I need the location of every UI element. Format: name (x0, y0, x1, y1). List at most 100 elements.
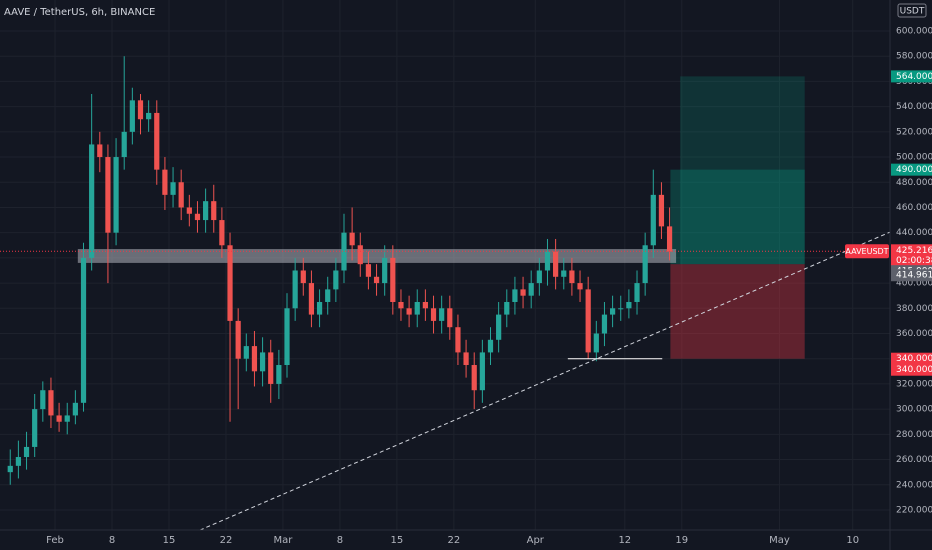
candle-body (479, 352, 485, 391)
candle-body (64, 415, 70, 422)
candle-body (137, 100, 144, 120)
candle-body (634, 283, 640, 302)
candle-body (447, 308, 453, 328)
candle-body (463, 352, 469, 366)
candle-body (439, 308, 445, 321)
last-price-tag (891, 244, 932, 267)
price-tag (891, 352, 932, 365)
candle-body (40, 390, 46, 410)
candle-body (626, 301, 632, 309)
trendline (199, 231, 891, 531)
y-tick-label: 600.000 (896, 27, 932, 37)
candle-body (658, 194, 665, 227)
candle-body (72, 402, 78, 416)
candle-body (496, 314, 502, 340)
candle-body (325, 289, 331, 302)
candle-body (292, 270, 298, 309)
candle-body (15, 457, 22, 466)
y-tick-label: 480.000 (896, 178, 932, 188)
candle-body (211, 201, 217, 221)
candle-body (48, 390, 54, 416)
candle-body (251, 346, 258, 372)
candle-body (203, 201, 209, 221)
candle-body (227, 245, 233, 321)
candle-body (585, 289, 591, 353)
support-zone (77, 249, 677, 263)
candle-body (553, 251, 559, 277)
candle-body (642, 245, 648, 284)
candle-body (373, 276, 380, 284)
candle-body (577, 283, 583, 290)
candle-body (259, 352, 266, 372)
currency-label[interactable]: USDT (900, 7, 925, 17)
candle-body (129, 100, 135, 132)
candle-body (593, 333, 599, 353)
candle-body (544, 251, 551, 271)
candle-body (89, 144, 95, 258)
x-tick-label: 22 (448, 535, 461, 546)
candle-body (333, 270, 339, 290)
price-tag-label: 564.000 (896, 72, 932, 82)
y-tick-label: 300.000 (896, 405, 932, 415)
price-tag-label: 414.961 (896, 271, 932, 281)
candle-body (219, 220, 225, 246)
y-tick-label: 520.000 (896, 127, 932, 137)
candle-body (536, 270, 542, 284)
x-tick-label: May (769, 535, 790, 546)
candle-body (308, 283, 315, 315)
candle-body (56, 415, 62, 422)
candle-body (162, 169, 168, 195)
candle-body (601, 314, 608, 334)
candle-body (276, 365, 282, 384)
y-tick-label: 360.000 (896, 329, 932, 339)
candle-body (618, 308, 624, 310)
candle-body (97, 144, 103, 158)
candle-body (300, 270, 306, 284)
candle-body (365, 264, 372, 277)
candle-body (243, 346, 249, 359)
candle-body (7, 465, 13, 473)
candle-body (430, 308, 437, 321)
candle-body (316, 301, 323, 315)
price-tag (891, 269, 932, 282)
candle-body (357, 245, 363, 265)
currency-box[interactable] (897, 3, 927, 18)
y-tick-label: 540.000 (896, 102, 932, 112)
candle-body (268, 352, 274, 384)
candle-body (349, 232, 355, 246)
candle-body (382, 257, 388, 284)
y-tick-label: 400.000 (896, 279, 932, 289)
candle-body (121, 131, 127, 158)
y-tick-label: 240.000 (896, 480, 932, 490)
candle-body (390, 257, 396, 302)
price-tag (891, 70, 932, 83)
x-tick-label: 15 (163, 535, 176, 546)
partial-target-zone (670, 169, 805, 265)
x-tick-label: 8 (337, 535, 343, 546)
candle-body (178, 182, 184, 208)
candle-body (170, 182, 176, 195)
price-tag (891, 363, 932, 376)
candle-body (154, 112, 160, 170)
x-tick-label: Feb (46, 535, 64, 546)
target-zone (680, 76, 805, 265)
candle-body (422, 301, 428, 309)
price-tag-label: 340.000 (896, 365, 932, 375)
candle-body (235, 320, 241, 359)
y-tick-label: 500.000 (896, 153, 932, 163)
symbol-label: AAVEUSDT (845, 247, 888, 256)
symbol-tag (845, 244, 889, 259)
y-tick-label: 320.000 (896, 379, 932, 389)
y-tick-label: 440.000 (896, 228, 932, 238)
y-tick-label: 260.000 (896, 455, 932, 465)
candle-body (414, 301, 420, 315)
candle-body (471, 365, 477, 391)
candle-body (666, 226, 673, 252)
x-tick-label: 12 (618, 535, 631, 546)
candle-body (105, 157, 111, 233)
x-tick-label: 19 (675, 535, 688, 546)
candle-body (23, 446, 30, 458)
candle-body (455, 327, 461, 353)
candle-body (528, 283, 534, 296)
